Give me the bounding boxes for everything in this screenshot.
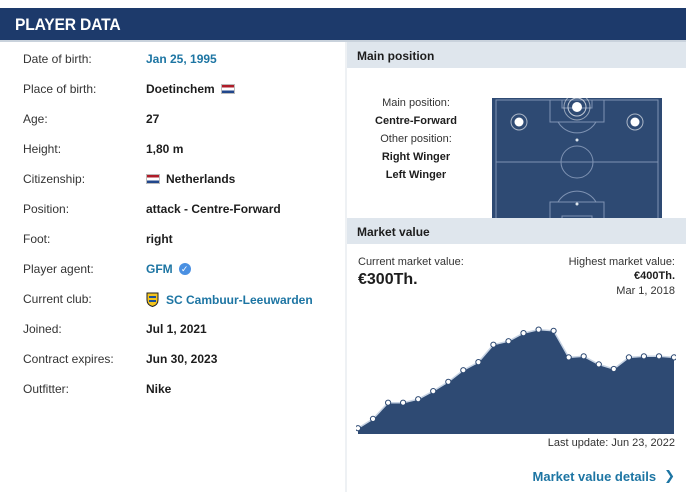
place-of-birth-text: Doetinchem	[146, 82, 215, 96]
position-marker-left-winger	[510, 113, 528, 131]
market-value-header: Market value	[347, 218, 686, 244]
place-of-birth-value: Doetinchem	[146, 82, 235, 96]
details-link-text[interactable]: Market value details	[532, 468, 657, 484]
section-title: PLAYER DATA	[15, 15, 121, 34]
market-value-box: Current market value: €300Th. Highest ma…	[347, 244, 686, 492]
row-label: Outfitter:	[23, 382, 70, 396]
row-citizenship: Citizenship: Netherlands	[8, 163, 345, 193]
market-value-point[interactable]	[356, 425, 362, 432]
market-value-point[interactable]	[640, 353, 647, 360]
market-value-point[interactable]	[384, 399, 392, 406]
row-contract-expires: Contract expires: Jun 30, 2023	[8, 343, 345, 373]
row-joined: Joined: Jul 1, 2021	[8, 313, 345, 343]
market-value-point[interactable]	[369, 415, 377, 423]
main-position-value: Centre-Forward	[375, 115, 457, 127]
market-value-point[interactable]	[430, 388, 437, 395]
row-label: Foot:	[23, 232, 51, 246]
market-value-point[interactable]	[610, 365, 617, 373]
date-of-birth-link[interactable]: Jan 25, 1995	[146, 52, 217, 66]
other-position-value: Left Winger	[385, 169, 447, 181]
row-date-of-birth: Date of birth: Jan 25, 1995	[8, 43, 345, 73]
citizenship-text: Netherlands	[166, 172, 236, 186]
market-value-point[interactable]	[460, 367, 467, 374]
market-value-point[interactable]	[655, 353, 663, 360]
market-value-point[interactable]	[625, 354, 632, 361]
age-value: 27	[146, 112, 160, 126]
market-value-point[interactable]	[520, 330, 527, 337]
highest-value: €400Th.	[634, 270, 675, 282]
main-position-label: Main position:	[382, 97, 450, 109]
row-position: Position: attack - Centre-Forward	[8, 193, 345, 223]
foot-value: right	[146, 232, 173, 246]
height-value: 1,80 m	[146, 142, 184, 156]
current-club-link[interactable]: SC Cambuur-Leeuwarden	[166, 292, 313, 307]
last-update: Last update: Jun 23, 2022	[547, 437, 675, 449]
current-club-value: SC Cambuur-Leeuwarden	[146, 292, 313, 308]
outfitter-value: Nike	[146, 382, 172, 396]
current-value-label: Current market value:	[358, 256, 464, 268]
market-value-point[interactable]	[565, 354, 572, 361]
joined-value: Jul 1, 2021	[146, 322, 207, 336]
row-outfitter: Outfitter: Nike	[8, 373, 345, 403]
market-value-point[interactable]	[595, 361, 602, 368]
row-label: Player agent:	[23, 262, 94, 276]
position-marker-centre-forward	[563, 98, 591, 121]
row-label: Citizenship:	[23, 172, 86, 186]
citizenship-value: Netherlands	[146, 172, 235, 186]
market-value-point[interactable]	[550, 327, 557, 334]
header-divider	[0, 40, 686, 42]
row-current-club: Current club: SC Cambuur-Leeuwarden	[8, 283, 345, 313]
market-value-point[interactable]	[580, 353, 587, 360]
row-height: Height: 1,80 m	[8, 133, 345, 163]
row-label: Date of birth:	[23, 52, 92, 66]
panel-divider	[345, 42, 347, 492]
main-position-box: Main position: Centre-Forward Other posi…	[347, 68, 686, 228]
netherlands-flag-icon	[146, 174, 160, 184]
highest-value-label: Highest market value:	[568, 256, 675, 268]
row-label: Height:	[23, 142, 62, 156]
row-place-of-birth: Place of birth: Doetinchem	[8, 73, 345, 103]
market-value-point[interactable]	[535, 326, 542, 333]
side-panel: Main position Main position: Centre-Forw…	[347, 42, 686, 492]
market-value-area	[358, 329, 674, 434]
row-foot: Foot: right	[8, 223, 345, 253]
market-value-line	[357, 328, 675, 429]
row-label: Current club:	[23, 292, 92, 306]
player-data-panel: Date of birth: Jan 25, 1995 Place of bir…	[8, 42, 345, 492]
market-value-point[interactable]	[490, 341, 497, 348]
section-header: PLAYER DATA	[0, 8, 686, 40]
netherlands-flag-icon	[220, 84, 235, 94]
row-label: Contract expires:	[23, 352, 114, 366]
market-value-point[interactable]	[505, 338, 512, 345]
market-value-point[interactable]	[400, 399, 407, 406]
top-spacer	[0, 0, 686, 8]
pitch-diagram	[492, 98, 662, 228]
other-position-value: Right Winger	[381, 151, 451, 163]
row-label: Age:	[23, 112, 48, 126]
position-list: Main position: Centre-Forward Other posi…	[347, 94, 485, 184]
position-marker-right-winger	[626, 113, 644, 131]
position-value: attack - Centre-Forward	[146, 202, 281, 216]
row-player-agent: Player agent: GFM ✓	[8, 253, 345, 283]
market-value-point[interactable]	[475, 359, 482, 366]
row-label: Joined:	[23, 322, 62, 336]
market-value-details-link[interactable]: Market value details ❯	[533, 468, 675, 484]
cambuur-crest-icon[interactable]	[146, 292, 159, 308]
market-value-chart[interactable]	[356, 314, 676, 436]
player-agent-value: GFM ✓	[146, 262, 191, 276]
row-label: Position:	[23, 202, 70, 216]
chevron-right-icon: ❯	[664, 468, 675, 483]
player-agent-link[interactable]: GFM	[146, 262, 173, 276]
contract-expires-value: Jun 30, 2023	[146, 352, 218, 366]
market-value-point[interactable]	[415, 396, 422, 403]
current-value: €300Th.	[358, 271, 418, 288]
market-value-point[interactable]	[445, 378, 452, 385]
highest-value-date: Mar 1, 2018	[616, 285, 675, 297]
verified-check-icon: ✓	[178, 263, 191, 275]
row-age: Age: 27	[8, 103, 345, 133]
other-position-label: Other position:	[380, 133, 452, 145]
main-position-header: Main position	[347, 42, 686, 68]
row-label: Place of birth:	[23, 82, 97, 96]
market-value-point[interactable]	[670, 354, 676, 361]
